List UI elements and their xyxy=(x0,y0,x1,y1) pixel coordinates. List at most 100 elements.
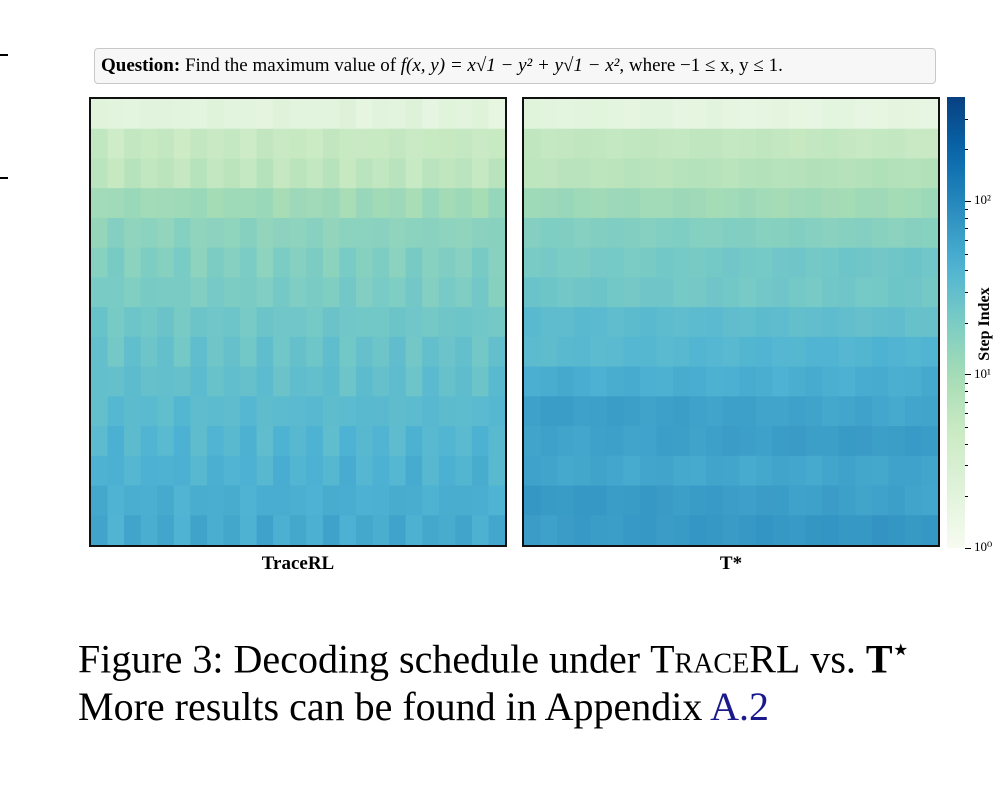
heatmap-cell xyxy=(706,515,724,545)
question-label: Question: xyxy=(101,55,181,76)
heatmap-cell xyxy=(273,396,291,427)
heatmap-cell xyxy=(256,277,274,308)
heatmap-cell xyxy=(788,99,807,130)
heatmap-cell xyxy=(422,128,440,160)
heatmap-cell xyxy=(422,158,440,189)
heatmap-cell xyxy=(107,336,125,368)
heatmap-cell xyxy=(389,426,407,457)
heatmap-cell xyxy=(405,217,423,249)
heatmap-cell xyxy=(706,128,724,160)
heatmap-cell xyxy=(389,188,407,219)
heatmap-cell xyxy=(921,277,938,308)
heatmap-cell xyxy=(256,217,274,249)
heatmap-cell xyxy=(540,188,558,219)
heatmap-cell xyxy=(805,485,823,516)
heatmap-cell xyxy=(107,277,125,308)
heatmap-cell xyxy=(855,277,873,308)
heatmap-cell xyxy=(190,336,208,368)
heatmap-cell xyxy=(124,247,142,278)
heatmap-cell xyxy=(540,99,558,130)
heatmap-cell xyxy=(673,455,691,487)
heatmap-cell xyxy=(223,128,241,160)
heatmap-cell xyxy=(871,307,889,338)
heatmap-cell xyxy=(921,485,938,516)
heatmap-cell xyxy=(273,217,291,249)
heatmap-cell xyxy=(206,307,225,338)
heatmap-cell xyxy=(524,158,542,189)
heatmap-cell xyxy=(772,277,790,308)
heatmap-cell xyxy=(788,307,807,338)
caption-method-2-sup: ⋆ xyxy=(892,635,909,664)
heatmap-cell xyxy=(755,515,773,545)
heatmap-cell xyxy=(888,485,906,516)
heatmap-cell xyxy=(422,336,440,368)
heatmap-cell xyxy=(223,99,241,130)
heatmap-cell xyxy=(606,217,624,249)
heatmap-cell xyxy=(706,366,724,397)
heatmap-cell xyxy=(206,188,225,219)
heatmap-cell xyxy=(173,426,191,457)
heatmap-cell xyxy=(389,336,407,368)
heatmap-cell xyxy=(372,515,390,545)
heatmap-cell xyxy=(107,128,125,160)
heatmap-cell xyxy=(739,366,757,397)
heatmap-cell xyxy=(904,277,923,308)
heatmap-cell xyxy=(256,307,274,338)
heatmap-cell xyxy=(590,515,608,545)
heatmap-cell xyxy=(438,307,456,338)
heatmap-cell xyxy=(772,128,790,160)
heatmap-cell xyxy=(355,99,374,130)
heatmap-cell xyxy=(240,515,258,545)
heatmap-cell xyxy=(389,277,407,308)
caption-line-2-text: More results can be found in Appendix xyxy=(78,684,711,730)
heatmap-cell xyxy=(838,336,856,368)
heatmap-cell xyxy=(739,426,757,457)
heatmap-cell xyxy=(722,426,740,457)
heatmap-cell xyxy=(921,217,938,249)
heatmap-cell xyxy=(557,307,575,338)
appendix-link[interactable]: A.2 xyxy=(710,684,769,730)
heatmap-cell xyxy=(855,247,873,278)
heatmap-cell xyxy=(206,217,225,249)
heatmap-cell xyxy=(855,217,873,249)
heatmap-cell xyxy=(888,277,906,308)
heatmap-cell xyxy=(755,247,773,278)
heatmap-cell xyxy=(173,515,191,545)
heatmap-cell xyxy=(639,455,658,487)
heatmap-cell xyxy=(838,188,856,219)
heatmap-cell xyxy=(157,99,175,130)
heatmap-cell xyxy=(124,99,142,130)
heatmap-cell xyxy=(140,396,158,427)
heatmap-cell xyxy=(805,277,823,308)
heatmap-cell xyxy=(557,188,575,219)
heatmap-cell xyxy=(689,158,707,189)
heatmap-cell xyxy=(438,128,456,160)
heatmap-cell xyxy=(306,188,324,219)
heatmap-cell xyxy=(455,426,473,457)
heatmap-cell xyxy=(755,366,773,397)
heatmap-cell xyxy=(405,455,423,487)
heatmap-cell xyxy=(689,99,707,130)
heatmap-cell xyxy=(838,99,856,130)
heatmap-cell xyxy=(223,188,241,219)
heatmap-cell xyxy=(206,366,225,397)
heatmap-cell xyxy=(540,396,558,427)
heatmap-cell xyxy=(173,307,191,338)
heatmap-cell xyxy=(488,158,505,189)
heatmap-cell xyxy=(488,277,505,308)
heatmap-cell xyxy=(372,426,390,457)
heatmap-cell xyxy=(755,336,773,368)
heatmap-cell xyxy=(289,188,307,219)
heatmap-cell xyxy=(206,485,225,516)
heatmap-cell xyxy=(838,396,856,427)
heatmap-cell xyxy=(838,455,856,487)
heatmap-cell xyxy=(904,128,923,160)
heatmap-cell xyxy=(256,247,274,278)
heatmap-cell xyxy=(656,307,674,338)
heatmap-cell xyxy=(871,277,889,308)
heatmap-cell xyxy=(240,128,258,160)
heatmap-cell xyxy=(871,128,889,160)
heatmap-cell xyxy=(855,99,873,130)
heatmap-cell xyxy=(590,485,608,516)
heatmap-cell xyxy=(422,99,440,130)
